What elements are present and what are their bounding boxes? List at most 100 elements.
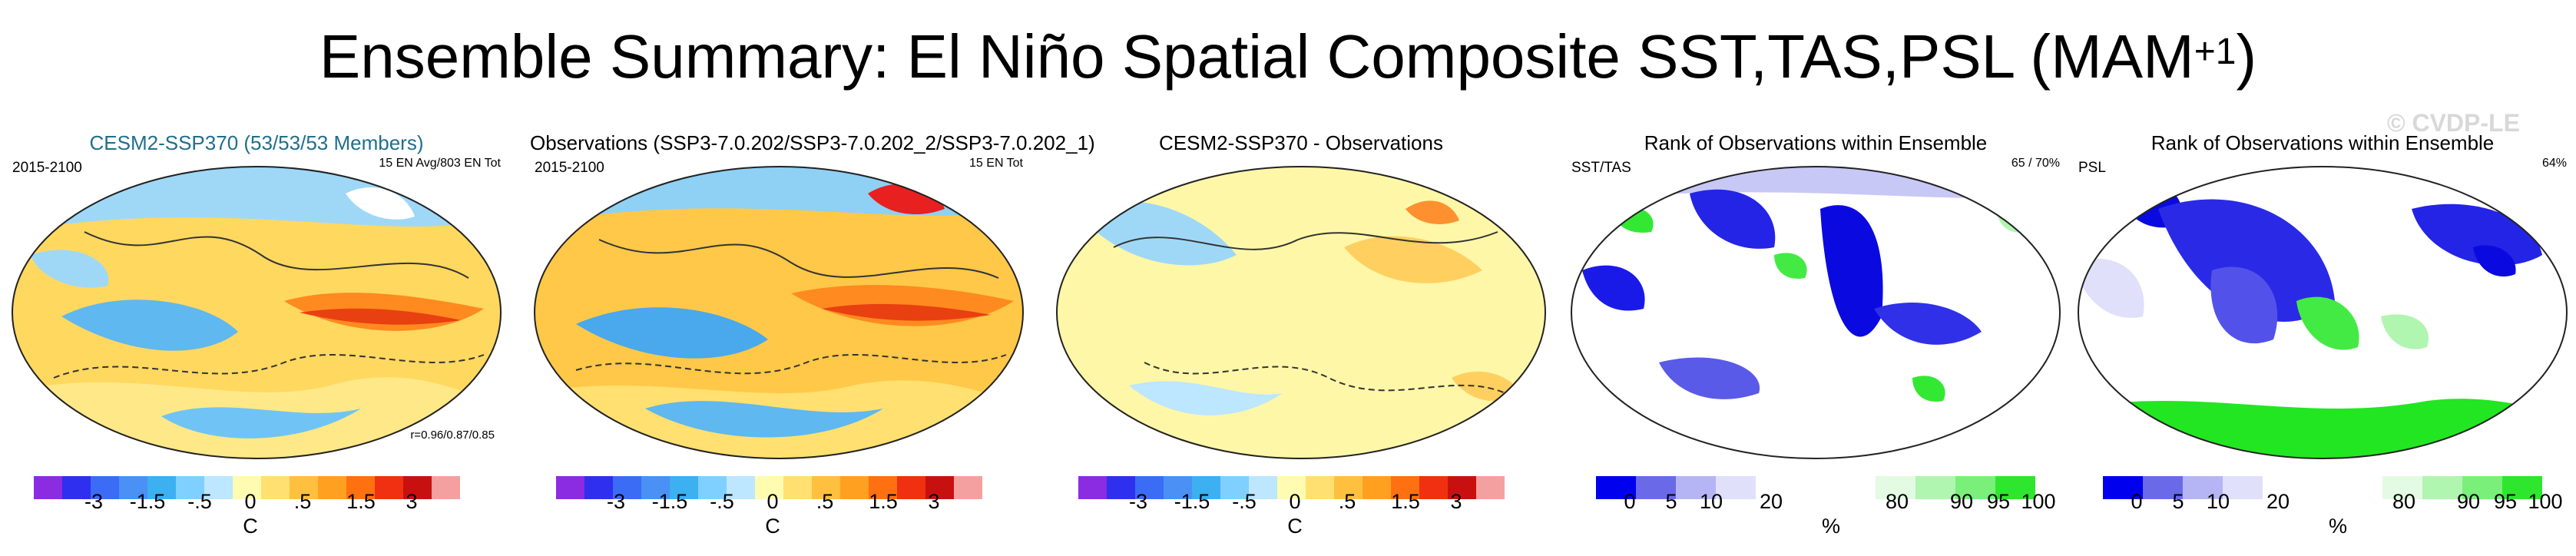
colorbar-tick: -1.5 bbox=[651, 490, 688, 513]
colorbar-tick: 3 bbox=[928, 490, 940, 513]
colorbar-swatch bbox=[2143, 476, 2183, 499]
colorbar-tick: 95 bbox=[1986, 490, 2011, 513]
colorbar-unit: % bbox=[1821, 515, 1841, 538]
period-label: 2015-2100 bbox=[535, 160, 604, 176]
colorbar-swatch bbox=[432, 476, 460, 499]
colorbar-swatch bbox=[1448, 476, 1476, 499]
map-sst-difference bbox=[1056, 166, 1546, 459]
colorbar-tick: -1.5 bbox=[1174, 490, 1210, 513]
colorbar-tick: 10 bbox=[2206, 490, 2230, 513]
colorbar-tick: .5 bbox=[1338, 490, 1356, 513]
colorbar-swatch bbox=[2303, 476, 2343, 499]
colorbar-tick: 3 bbox=[1450, 490, 1462, 513]
percent-label: 64% bbox=[2541, 157, 2567, 170]
colorbar-swatch bbox=[1334, 476, 1362, 499]
colorbar-swatch bbox=[1164, 476, 1192, 499]
colorbar-rank bbox=[1596, 476, 2035, 499]
colorbar-temperature bbox=[34, 476, 460, 499]
colorbar-swatch bbox=[2263, 476, 2303, 499]
colorbar-tick: 80 bbox=[1885, 490, 1909, 513]
colorbar-tick: 10 bbox=[1699, 490, 1723, 513]
colorbar-swatch bbox=[783, 476, 812, 499]
count-label: 15 EN Tot bbox=[969, 157, 1023, 170]
colorbar-temperature bbox=[556, 476, 982, 499]
colorbar-tick: 0 bbox=[1624, 490, 1636, 513]
colorbar-swatch bbox=[1135, 476, 1164, 499]
colorbar-swatch bbox=[840, 476, 869, 499]
map-rank-sst-tas bbox=[1571, 166, 2061, 459]
colorbar-swatch bbox=[1391, 476, 1419, 499]
period-label: 2015-2100 bbox=[12, 160, 82, 176]
panel-title: Observations (SSP3-7.0.202/SSP3-7.0.202_… bbox=[530, 131, 1095, 154]
colorbar-swatch bbox=[62, 476, 91, 499]
panel-title: CESM2-SSP370 - Observations bbox=[1159, 131, 1443, 154]
colorbar-tick: 20 bbox=[2266, 490, 2290, 513]
watermark: © CVDP-LE bbox=[2387, 109, 2520, 137]
colorbar-swatch bbox=[1716, 476, 1756, 499]
colorbar-swatch bbox=[2103, 476, 2143, 499]
main-title-close: ) bbox=[2236, 22, 2257, 91]
colorbar-swatch bbox=[1676, 476, 1716, 499]
colorbar-tick: .5 bbox=[293, 490, 312, 513]
colorbar-swatch bbox=[119, 476, 147, 499]
colorbar-swatch bbox=[1220, 476, 1249, 499]
colorbar-tick: 1.5 bbox=[1391, 490, 1420, 513]
colorbar-swatch bbox=[346, 476, 375, 499]
colorbar-unit: C bbox=[1287, 515, 1303, 538]
colorbar-tick: 80 bbox=[2392, 490, 2416, 513]
colorbar-unit: % bbox=[2328, 515, 2348, 538]
colorbar-swatch bbox=[1596, 476, 1636, 499]
panel-title: Rank of Observations within Ensemble bbox=[1644, 131, 1988, 154]
panel-rank-psl: Rank of Observations within Ensemble PSL… bbox=[2074, 131, 2571, 538]
colorbar-swatch bbox=[176, 476, 204, 499]
colorbar-swatch bbox=[318, 476, 346, 499]
colorbar-tick: 3 bbox=[406, 490, 418, 513]
colorbar-tick: 5 bbox=[2172, 490, 2184, 513]
colorbar-tick: -1.5 bbox=[129, 490, 166, 513]
colorbar-swatch bbox=[1078, 476, 1107, 499]
colorbar-swatch bbox=[584, 476, 613, 499]
colorbar-tick: 95 bbox=[2493, 490, 2518, 513]
colorbar-swatch bbox=[1955, 476, 1995, 499]
colorbar-swatch bbox=[2223, 476, 2263, 499]
colorbar-tick: 100 bbox=[2528, 490, 2563, 513]
colorbar-swatch bbox=[290, 476, 318, 499]
variable-label: PSL bbox=[2078, 160, 2106, 176]
colorbar-swatch bbox=[925, 476, 954, 499]
colorbar-unit: C bbox=[765, 515, 780, 538]
colorbar-tick: .5 bbox=[816, 490, 834, 513]
colorbar-swatch bbox=[755, 476, 783, 499]
colorbar-tick: 20 bbox=[1759, 490, 1783, 513]
colorbar-tick: 1.5 bbox=[869, 490, 898, 513]
colorbar-swatch bbox=[670, 476, 698, 499]
count-label: 15 EN Avg/803 EN Tot bbox=[379, 157, 501, 170]
panel-difference: CESM2-SSP370 - Observations -3 -1.5 -.5 … bbox=[1052, 131, 1550, 538]
colorbar-swatch bbox=[261, 476, 290, 499]
percent-label: 65 / 70% bbox=[2011, 157, 2060, 170]
main-title: Ensemble Summary: El Niño Spatial Compos… bbox=[0, 18, 2576, 95]
colorbar-swatch bbox=[233, 476, 261, 499]
colorbar-tick: -.5 bbox=[710, 490, 734, 513]
colorbar-swatch bbox=[1476, 476, 1505, 499]
colorbar-swatch bbox=[556, 476, 584, 499]
colorbar-swatch bbox=[1306, 476, 1334, 499]
colorbar-swatch bbox=[2502, 476, 2542, 499]
colorbar-tick: -3 bbox=[84, 490, 104, 513]
colorbar-swatch bbox=[812, 476, 840, 499]
colorbar-swatch bbox=[147, 476, 176, 499]
panel-rank-sst-tas: Rank of Observations within Ensemble SST… bbox=[1567, 131, 2064, 538]
colorbar-swatch bbox=[1915, 476, 1955, 499]
correlation-label: r=0.96/0.87/0.85 bbox=[410, 429, 495, 442]
colorbar-swatch bbox=[869, 476, 897, 499]
panel-title: CESM2-SSP370 (53/53/53 Members) bbox=[89, 131, 424, 154]
colorbar-unit: C bbox=[243, 515, 258, 538]
colorbar-swatch bbox=[954, 476, 982, 499]
colorbar-swatch bbox=[204, 476, 233, 499]
map-sst-model bbox=[12, 166, 502, 459]
colorbar-tick: 100 bbox=[2021, 490, 2056, 513]
colorbar-swatch bbox=[1277, 476, 1306, 499]
panel-title: Rank of Observations within Ensemble bbox=[2151, 131, 2495, 154]
colorbar-swatch bbox=[1249, 476, 1277, 499]
panel-model-composite: CESM2-SSP370 (53/53/53 Members) 2015-210… bbox=[8, 131, 505, 538]
colorbar-swatch bbox=[727, 476, 755, 499]
